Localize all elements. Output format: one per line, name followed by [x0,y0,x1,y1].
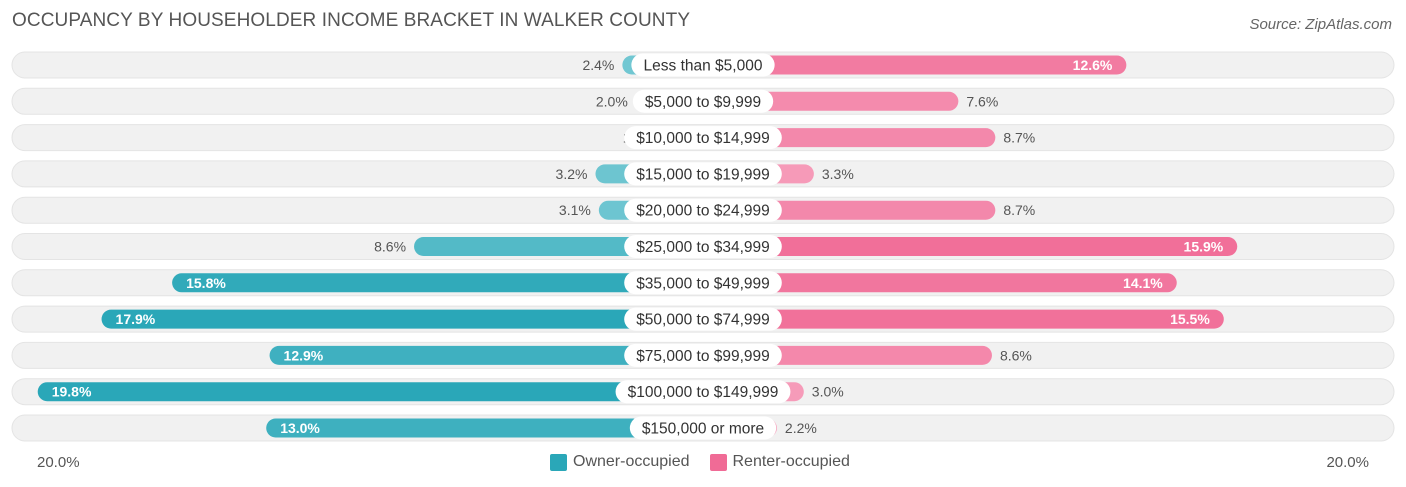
category-label: $5,000 to $9,999 [645,94,761,111]
category-label-background [624,271,782,295]
owner-bar [172,273,703,293]
owner-bar [266,418,703,438]
renter-bar [703,237,1238,256]
owner-bar [101,309,703,329]
bar-row: 3.1% 8.7% $20,000 to $24,999 [11,196,1395,224]
category-label: $100,000 to $149,999 [628,384,779,401]
renter-value-label: 7.6% [966,93,998,109]
legend-swatch-owner [550,453,567,471]
owner-value-label: 3.2% [556,166,588,182]
category-label-background [624,235,782,258]
renter-value-label: 15.9% [1184,239,1224,255]
legend-label-renter: Renter-occupied [732,453,850,470]
owner-value-label: 2.0% [596,93,628,109]
category-label: $50,000 to $74,999 [636,312,770,329]
category-label-background [624,307,782,331]
category-label: $10,000 to $14,999 [636,130,770,147]
owner-value-label: 8.6% [374,239,406,255]
bar-row: 3.2% 3.3% $15,000 to $19,999 [11,160,1395,188]
category-label-background [632,89,774,113]
category-label: $75,000 to $99,999 [636,348,770,365]
source-note: Source: ZipAtlas.com [1249,16,1392,33]
owner-value-label: 15.8% [186,275,226,291]
owner-value-label: 17.9% [116,311,156,327]
renter-value-label: 12.6% [1073,57,1113,73]
renter-value-label: 14.1% [1123,275,1163,291]
category-label-background [615,380,791,404]
category-label-background [624,343,782,367]
owner-bar [37,382,704,402]
category-label: Less than $5,000 [644,58,763,75]
category-label-background [629,416,777,440]
category-label: $20,000 to $24,999 [636,203,770,220]
category-label-background [631,53,775,77]
axis-tick-right: 20.0% [1326,454,1369,471]
legend-swatch-renter [709,453,727,471]
renter-value-label: 8.6% [1000,347,1032,363]
bar-row: 15.8% 14.1% $35,000 to $49,999 [11,269,1395,297]
bar-row: 12.9% 8.6% $75,000 to $99,999 [11,341,1395,369]
bar-row: 17.9% 15.5% $50,000 to $74,999 [11,305,1395,333]
chart-title: OCCUPANCY BY HOUSEHOLDER INCOME BRACKET … [12,10,691,31]
renter-value-label: 8.7% [1003,202,1035,218]
renter-value-label: 3.0% [812,384,844,400]
category-label: $35,000 to $49,999 [636,275,770,292]
owner-value-label: 3.1% [559,202,591,218]
bar-row: 1.2%8.7%$10,000 to $14,999 [11,124,1395,152]
renter-value-label: 2.2% [785,420,817,436]
renter-value-label: 15.5% [1170,311,1210,327]
category-label: $150,000 or more [642,421,764,438]
category-label-background [624,126,782,150]
category-label-background [624,162,782,186]
bar-row: 19.8% 3.0% $100,000 to $149,999 [11,378,1395,406]
legend-item-owner: Owner-occupied [550,453,690,471]
bar-row: 2.0% 7.6% $5,000 to $9,999 [11,87,1395,115]
owner-value-label: 13.0% [280,420,320,436]
bar-row: 13.0% 2.2% $150,000 or more [11,414,1395,442]
bar-row: 8.6% 15.9% $25,000 to $34,999 [11,233,1395,260]
category-label: $15,000 to $19,999 [636,166,770,183]
legend: Owner-occupied Renter-occupied [550,453,870,471]
renter-bar [703,273,1177,293]
category-label-background [624,198,782,222]
legend-item-renter: Renter-occupied [709,453,850,471]
owner-bar [269,345,703,365]
renter-value-label: 3.3% [822,166,854,182]
renter-value-label: 8.7% [1003,130,1035,146]
renter-bar [703,55,1127,75]
category-label: $25,000 to $34,999 [636,239,770,256]
legend-label-owner: Owner-occupied [573,453,690,470]
owner-value-label: 12.9% [284,347,324,363]
owner-value-label: 2.4% [582,57,614,73]
axis-tick-left: 20.0% [37,454,80,471]
bar-row: 2.4% 12.6% Less than $5,000 [11,51,1395,79]
renter-bar [703,309,1224,329]
owner-value-label: 19.8% [52,384,92,400]
